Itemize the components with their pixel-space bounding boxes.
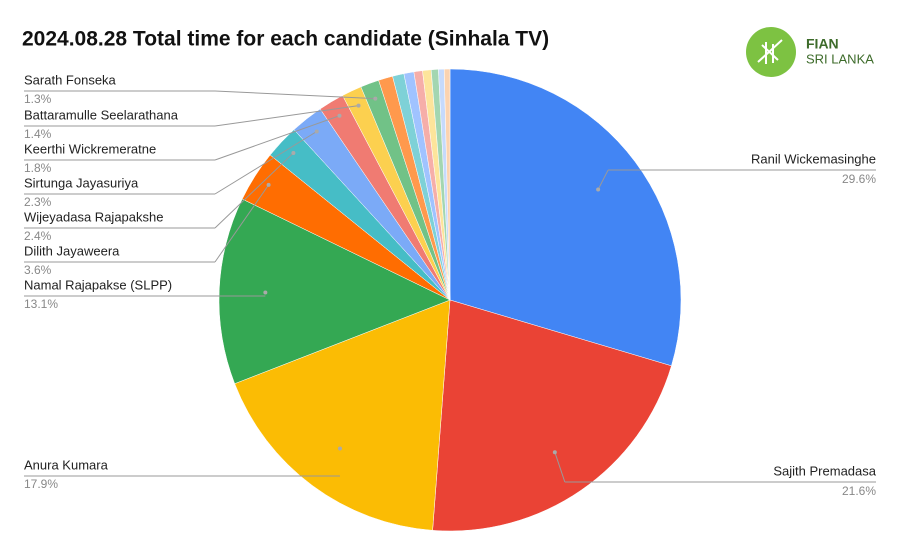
leader-dot (263, 290, 268, 295)
slice-value-label: 1.8% (24, 161, 52, 175)
logo-glyph (757, 39, 783, 64)
leader-line (214, 115, 340, 161)
leader-dot (266, 182, 271, 187)
slice-value-label: 1.3% (24, 92, 52, 106)
slice-value-label: 2.3% (24, 195, 52, 209)
slice-label: Namal Rajapakse (SLPP) (24, 277, 172, 292)
leader-line (214, 105, 359, 127)
pie-slice (218, 198, 451, 385)
pie-slice (432, 299, 672, 532)
pie-slice (449, 68, 682, 367)
chart-title: 2024.08.28 Total time for each candidate… (22, 28, 549, 51)
slice-value-label: 1.4% (24, 127, 52, 141)
leader-line (214, 184, 270, 263)
pie-slice (443, 68, 451, 301)
slice-value-label: 2.4% (24, 229, 52, 243)
slice-label: Battaramulle Seelarathana (24, 107, 179, 122)
slice-value-label: 21.6% (842, 484, 876, 498)
leader-dot (291, 150, 296, 155)
leader-line (554, 452, 566, 483)
leader-dot (373, 96, 378, 101)
logo-subtitle: SRI LANKA (806, 51, 874, 66)
leader-dot (337, 446, 342, 451)
leader-dot (596, 187, 601, 192)
slice-label: Keerthi Wickremeratne (24, 141, 156, 156)
slice-label: Dilith Jayaweera (24, 243, 120, 258)
slice-label: Sarath Fonseka (24, 72, 117, 87)
slice-label: Wijeyadasa Rajapakshe (24, 209, 163, 224)
leader-dot (314, 129, 319, 134)
leader-line (214, 152, 294, 229)
slice-value-label: 17.9% (24, 477, 58, 491)
leader-dot (337, 113, 342, 118)
slice-label: Ranil Wickemasinghe (751, 151, 876, 166)
slice-value-label: 29.6% (842, 172, 876, 186)
logo-name: FIAN (806, 36, 839, 52)
leader-line (214, 131, 317, 195)
leader-line (214, 90, 376, 100)
logo: FIAN SRI LANKA (746, 27, 874, 77)
leader-dot (552, 450, 557, 455)
slice-value-label: 13.1% (24, 297, 58, 311)
slice-label: Anura Kumara (24, 457, 109, 472)
slice-value-label: 3.6% (24, 263, 52, 277)
leader-dot (356, 103, 361, 108)
slice-label: Sirtunga Jayasuriya (24, 175, 139, 190)
leader-line (597, 169, 609, 190)
logo-icon (746, 27, 796, 77)
slice-label: Sajith Premadasa (773, 463, 876, 478)
pie-slice (234, 299, 451, 531)
